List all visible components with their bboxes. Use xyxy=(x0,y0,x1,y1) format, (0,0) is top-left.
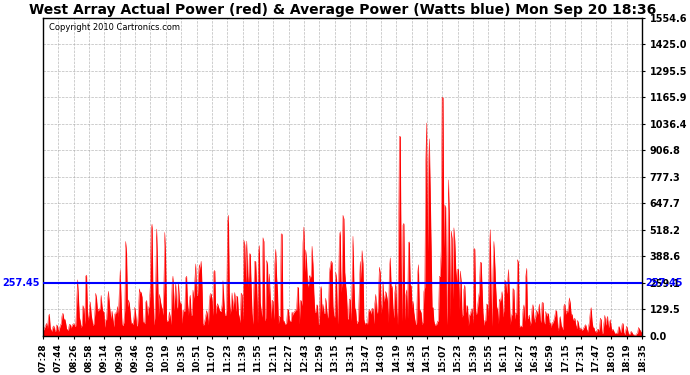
Text: 257.45: 257.45 xyxy=(3,278,40,288)
Title: West Array Actual Power (red) & Average Power (Watts blue) Mon Sep 20 18:36: West Array Actual Power (red) & Average … xyxy=(29,3,656,17)
Text: Copyright 2010 Cartronics.com: Copyright 2010 Cartronics.com xyxy=(49,23,180,32)
Text: 257.45: 257.45 xyxy=(645,278,682,288)
